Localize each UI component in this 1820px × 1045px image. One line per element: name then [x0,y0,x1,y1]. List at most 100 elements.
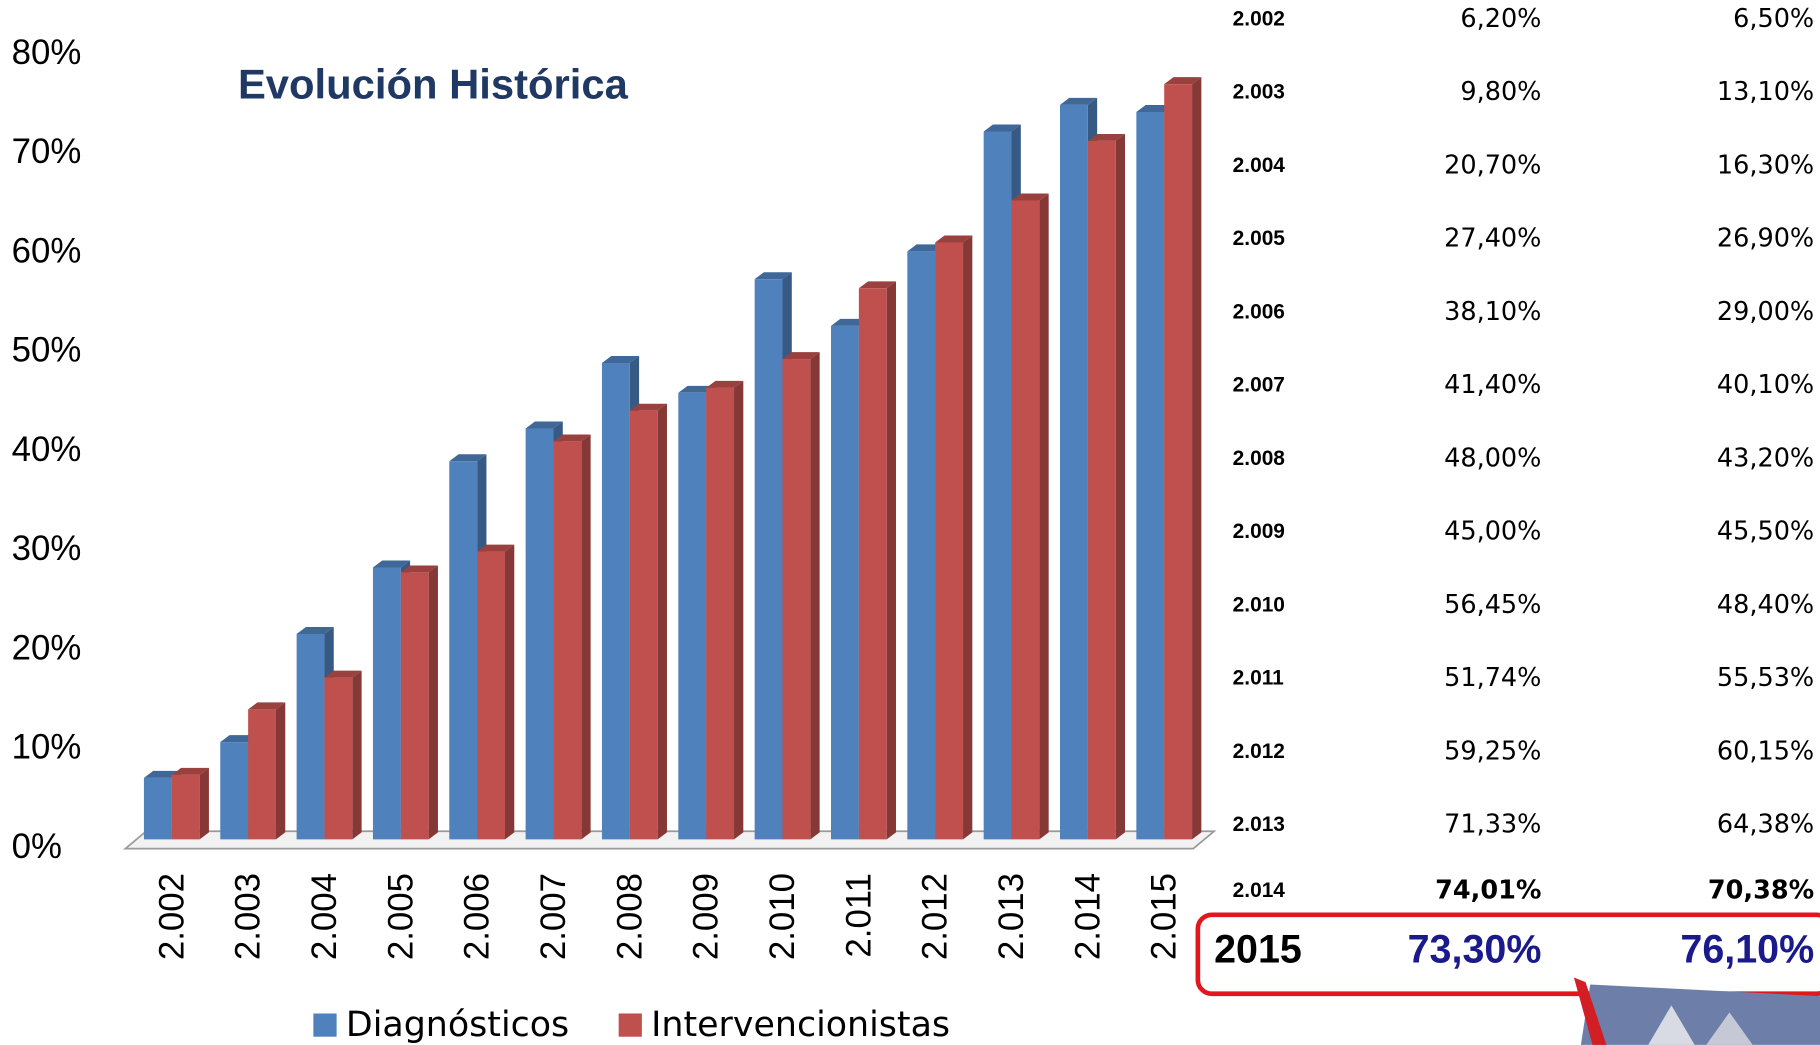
table-value: 76,10% [1680,927,1814,971]
bar-top [296,626,334,634]
bar [553,434,591,840]
bar-top [858,281,896,289]
bar-top [1011,193,1049,201]
bar-top [553,434,591,442]
bar-front [1060,104,1088,840]
bar-side [428,565,438,840]
x-tick-label: 2.012 [916,873,955,960]
legend-label: Intervencionistas [651,1005,950,1045]
bar-front [1011,200,1040,840]
x-tick-label: 2.007 [534,873,573,960]
y-tick-label: 20% [12,628,82,667]
table-value: 16,30% [1717,150,1814,180]
bar-side [657,403,667,840]
table-value: 27,40% [1444,224,1541,254]
x-tick-label: 2.004 [305,873,344,960]
table-value: 9,80% [1460,77,1541,107]
bar-top [754,272,792,280]
corner-image [1573,977,1820,1045]
y-tick-label: 50% [12,331,82,370]
bar-top [782,352,820,360]
bar-front [907,251,936,840]
table-year: 2.011 [1233,667,1284,690]
table-value: 51,74% [1444,663,1541,693]
bar-side [1115,133,1126,840]
bar-front [296,633,325,840]
bar-side [963,235,973,840]
bar-side [581,434,591,840]
bar-top [477,544,515,552]
table-value: 64,38% [1717,810,1814,840]
bar-side [275,702,286,840]
floor [122,830,1217,850]
bar [629,403,667,840]
table-value: 70,38% [1708,876,1814,906]
bar-side [199,767,209,840]
bar [171,767,209,840]
table-year: 2.009 [1233,520,1285,543]
y-tick-label: 10% [12,728,82,767]
table-value: 38,10% [1444,297,1541,327]
bar-top [449,454,487,462]
y-tick-label: 60% [12,231,82,270]
bar-top [983,124,1021,132]
bar-top [935,235,973,243]
bar-top [171,767,209,775]
table-value: 59,25% [1444,736,1541,766]
x-tick-label: 2.013 [992,873,1031,960]
bar-front [935,242,964,840]
table-value: 29,00% [1717,297,1814,327]
table-year: 2.005 [1233,227,1286,250]
table-value: 48,00% [1444,443,1541,473]
x-tick-label: 2.005 [381,873,420,960]
bar-front [1164,84,1193,840]
x-tick-label: 2.011 [839,873,878,958]
bar [782,352,820,840]
table-year: 2.013 [1233,813,1285,836]
bar-top [1087,133,1126,141]
bar-front [449,461,478,840]
table-year: 2.004 [1233,154,1286,177]
bar [1011,193,1049,840]
table-year: 2.002 [1233,7,1285,30]
table-value: 20,70% [1444,150,1541,180]
table-year: 2.006 [1233,300,1285,323]
highlight-box [1195,912,1820,997]
bar-front [400,572,429,840]
y-tick-label: 40% [12,430,82,469]
bar-front [858,288,887,840]
bar [400,565,438,840]
bar-front [553,441,582,840]
bar-top [601,356,640,364]
bar-front [830,325,859,840]
bar-front [324,677,353,840]
table-value: 40,10% [1717,370,1814,400]
bar-front [629,410,658,840]
table-year: 2.003 [1233,81,1285,104]
y-tick-label: 80% [12,33,82,72]
x-tick-label: 2.002 [152,873,191,960]
table-value: 43,20% [1717,443,1814,473]
x-tick-label: 2.003 [229,873,268,960]
bar-side [1039,193,1049,840]
table-year: 2.008 [1233,447,1285,470]
table-value: 26,90% [1717,224,1814,254]
bar [858,281,896,840]
y-tick-label: 30% [12,529,82,568]
bar-side [352,670,362,840]
table-value: 6,50% [1733,4,1814,34]
bar-front [706,387,735,840]
table-value: 45,50% [1717,517,1814,547]
table-year: 2.014 [1233,879,1286,902]
table-value: 56,45% [1444,590,1541,620]
table-value: 74,01% [1435,876,1541,906]
bar-top [248,702,286,710]
bar-front [601,363,630,840]
bar [477,544,515,840]
table-year: 2.010 [1233,593,1285,616]
bar-top [1136,104,1174,112]
x-tick-label: 2.008 [610,873,649,960]
bar [935,235,973,840]
legend-swatch [618,1013,642,1037]
